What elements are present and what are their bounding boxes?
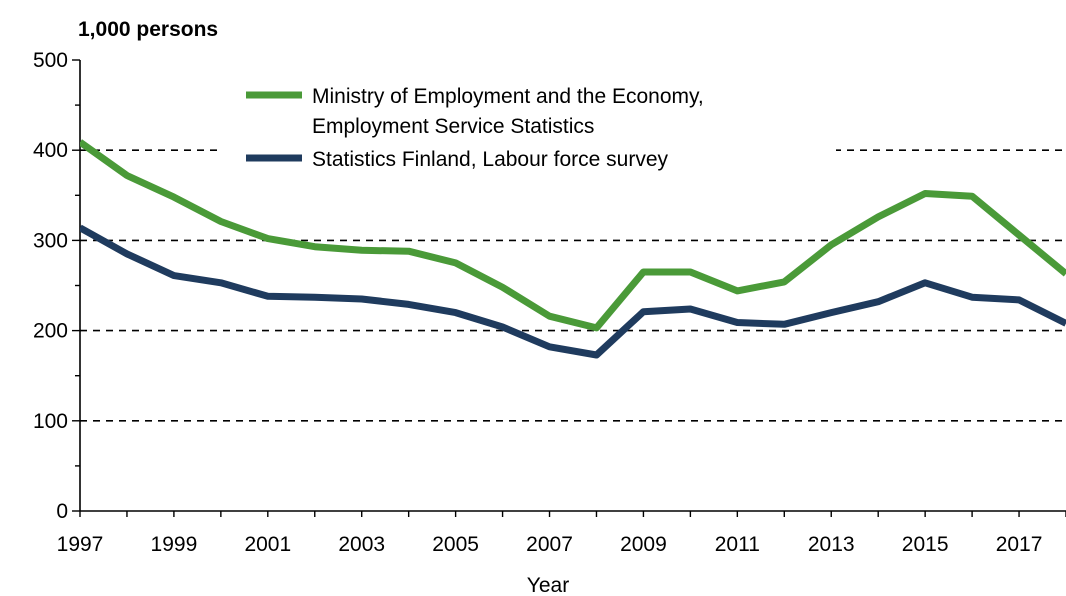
y-tick-label: 0 [56,500,68,523]
gridlines [80,149,1066,422]
x-tick-label: 2013 [808,533,855,556]
x-tick-label: 2011 [715,533,760,556]
y-tick-label: 300 [33,229,68,252]
y-tick-label: 500 [33,49,68,72]
y-tick-label: 100 [33,410,68,433]
series-lines [80,139,1066,359]
x-tick-label: 2015 [902,533,949,556]
x-tick-label: 2005 [432,533,479,556]
x-tick-label: 2003 [338,533,385,556]
x-axis-title: Year [527,574,569,596]
legend-label-1: Ministry of Employment and the Economy, [312,85,704,108]
legend-label-2: Statistics Finland, Labour force survey [312,148,668,171]
x-tick-label: 2009 [620,533,667,556]
x-tick-label: 1999 [151,533,198,556]
x-tick-label: 2001 [244,533,291,556]
series-line-2 [80,224,1066,359]
x-tick-label: 2017 [996,533,1043,556]
y-tick-label: 400 [33,139,68,162]
y-tick-label: 200 [33,320,68,343]
y-axis-title: 1,000 persons [78,18,218,41]
x-tick-label: 2007 [526,533,573,556]
x-tick-label: 1997 [57,533,104,556]
legend-background [218,74,836,182]
axes: 0 100 200 300 400 500 1997 1999 2001 2003 2005 2007… [33,49,1066,556]
series-line-1 [80,139,1066,332]
legend: Ministry of Employment and the Economy, E… [218,74,836,182]
legend-label-1: Employment Service Statistics [312,115,594,138]
